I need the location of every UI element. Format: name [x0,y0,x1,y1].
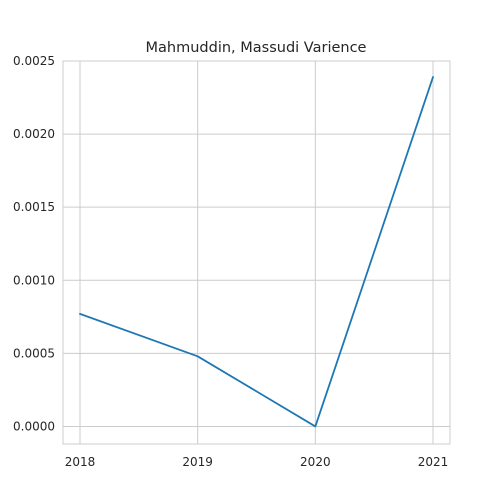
x-axis: 2018 2019 2020 2021 [65,455,449,469]
x-tick-label: 2019 [182,455,213,469]
y-tick-label: 0.0005 [13,346,55,360]
y-tick-label: 0.0000 [13,419,55,433]
y-tick-label: 0.0015 [13,200,55,214]
grid [63,60,450,444]
y-axis: 0.0000 0.0005 0.0010 0.0015 0.0020 0.0025 [13,54,55,433]
x-tick-label: 2018 [65,455,96,469]
y-tick-label: 0.0020 [13,127,55,141]
series-group [79,76,434,428]
plot-frame [62,60,451,445]
x-tick-label: 2020 [300,455,331,469]
x-tick-label: 2021 [418,455,449,469]
series-line [79,76,434,428]
y-tick-label: 0.0010 [13,273,55,287]
y-tick-label: 0.0025 [13,54,55,68]
chart-title: Mahmuddin, Massudi Varience [146,40,367,56]
